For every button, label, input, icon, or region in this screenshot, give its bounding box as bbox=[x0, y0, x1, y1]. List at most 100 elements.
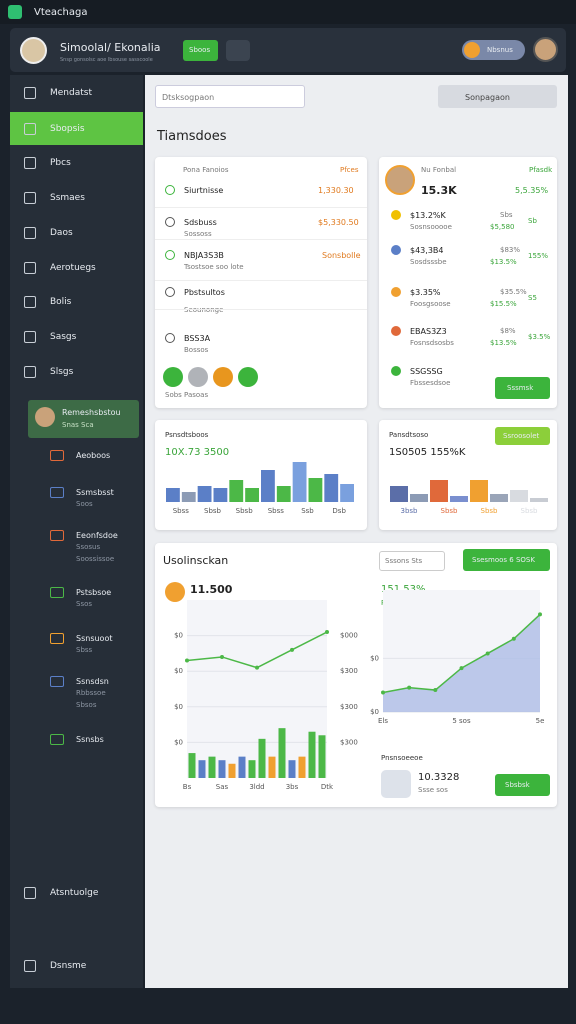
pill-label[interactable]: Nbsnus bbox=[487, 46, 513, 54]
profile-sub: Snas Sca bbox=[62, 421, 94, 429]
row-value: $5,330.50 bbox=[318, 218, 359, 227]
row-icon bbox=[391, 210, 401, 220]
app-subtitle: Snsp gonsolsc aoe lbsouse sasscoole bbox=[60, 57, 153, 63]
chart-title: Psnsdtsboos bbox=[165, 431, 209, 439]
row-divider bbox=[155, 239, 367, 240]
nav-icon bbox=[24, 262, 36, 274]
row-icon bbox=[391, 326, 401, 336]
nav-bottom-item[interactable]: Atsntuolge bbox=[50, 888, 99, 898]
row-sub: Tsostsoe soo lote bbox=[184, 263, 244, 271]
select-box[interactable] bbox=[438, 85, 557, 108]
window-title: Vteachaga bbox=[34, 7, 88, 18]
row-label: Sdsbuss bbox=[184, 218, 217, 227]
row-icon bbox=[165, 217, 175, 227]
row-divider bbox=[155, 309, 367, 310]
row-label: EBAS3Z3 bbox=[410, 327, 447, 336]
card-change: 5,5.35% bbox=[515, 186, 549, 195]
sub-icon bbox=[50, 450, 64, 461]
row-sub: Bossos bbox=[184, 346, 209, 354]
nav-icon bbox=[24, 366, 36, 378]
row-label: Pbstsultos bbox=[184, 288, 225, 297]
sub-icon bbox=[50, 633, 64, 644]
button-label[interactable]: Sssmsk bbox=[507, 384, 534, 392]
sub-icon bbox=[50, 587, 64, 598]
card-right-button[interactable] bbox=[495, 377, 550, 399]
header-button-label[interactable]: Sboos bbox=[189, 46, 211, 54]
nav-item[interactable]: Ssmaes bbox=[50, 193, 85, 203]
row-label: $43,3B4 bbox=[410, 246, 444, 255]
search-placeholder: Dtsksogpaon bbox=[162, 93, 215, 102]
chart-title: Usolinsckan bbox=[163, 554, 229, 567]
row-label: Siurtnisse bbox=[184, 186, 224, 195]
color-dot bbox=[238, 367, 258, 387]
nav-icon bbox=[24, 227, 36, 239]
row-label: NBJA3S3B bbox=[184, 251, 224, 260]
sub-item[interactable]: Eeonfsdoe bbox=[76, 531, 118, 540]
row-value: Sonsbolle bbox=[322, 251, 361, 260]
chart-button[interactable] bbox=[463, 549, 550, 571]
sub-icon bbox=[50, 487, 64, 498]
card-header-right: Pfasdk bbox=[529, 166, 553, 174]
chart-button[interactable] bbox=[495, 427, 550, 445]
footer-icon bbox=[381, 770, 411, 798]
button-label[interactable]: Ssesmoos 6 SOSK bbox=[472, 556, 535, 564]
chart-sub: Pesssoe-sosss bbox=[381, 599, 431, 607]
sub-item[interactable]: Ssnsbs bbox=[76, 735, 104, 744]
select-label[interactable]: Sssons Sts bbox=[385, 557, 423, 565]
sub-item[interactable]: Ssmsbsst bbox=[76, 488, 114, 497]
sub-item[interactable]: Ssnsuoot bbox=[76, 634, 113, 643]
nav-icon bbox=[24, 123, 36, 135]
nav-bottom-item[interactable]: Dsnsme bbox=[50, 961, 87, 971]
chart-value: 11.500 bbox=[190, 583, 233, 596]
nav-icon bbox=[24, 87, 36, 99]
nav-icon bbox=[24, 331, 36, 343]
nav-item[interactable]: Sasgs bbox=[50, 332, 77, 342]
search-box[interactable] bbox=[155, 85, 305, 108]
nav-item[interactable]: Aerotuegs bbox=[50, 263, 96, 273]
footer-button[interactable] bbox=[495, 774, 550, 796]
sub-item-detail: Soos bbox=[76, 500, 93, 508]
sub-icon bbox=[50, 676, 64, 687]
app-icon bbox=[8, 5, 22, 19]
user-avatar bbox=[533, 37, 558, 62]
nav-item[interactable]: Daos bbox=[50, 228, 73, 238]
row-sub: Sossoss bbox=[184, 230, 212, 238]
row-value: 1,330.30 bbox=[318, 186, 354, 195]
row-icon bbox=[165, 333, 175, 343]
card-avatar bbox=[385, 165, 415, 195]
nav-item[interactable]: Bolis bbox=[50, 297, 72, 307]
nav-icon bbox=[24, 887, 36, 899]
row-sub: Sosdsssbe bbox=[410, 258, 447, 266]
sub-item[interactable]: Ssnsdsn bbox=[76, 677, 109, 686]
sub-item-detail: Ssos bbox=[76, 600, 93, 608]
row-value: $8% bbox=[500, 327, 516, 335]
row-value: 155% bbox=[528, 252, 549, 260]
row-value: $35.5% bbox=[500, 288, 527, 296]
sub-item[interactable]: Aeoboos bbox=[76, 451, 111, 460]
nav-item[interactable]: Mendatst bbox=[50, 88, 92, 98]
sub-item[interactable]: Pstsbsoe bbox=[76, 588, 112, 597]
nav-item[interactable]: Pbcs bbox=[50, 158, 71, 168]
chart-title: Pansdtsoso bbox=[389, 431, 429, 439]
chart-value: 10X.73 3500 bbox=[165, 447, 230, 458]
row-sub: Sosnsooooe bbox=[410, 223, 452, 231]
row-value: $13.5% bbox=[490, 339, 517, 347]
row-icon bbox=[391, 287, 401, 297]
button-label[interactable]: Sbsbsk bbox=[505, 781, 530, 789]
card-header: Nu Fonbal bbox=[421, 166, 457, 174]
chart-select[interactable] bbox=[379, 551, 445, 571]
header-button[interactable] bbox=[183, 40, 218, 61]
sub-item-extra: Sbsos bbox=[76, 701, 97, 709]
card-header-right: Pfces bbox=[340, 166, 359, 174]
row-icon bbox=[391, 366, 401, 376]
app-name: Simoolal/ Ekonalia bbox=[60, 41, 161, 54]
pill-icon bbox=[464, 42, 480, 58]
sub-item-detail: Ssosus bbox=[76, 543, 101, 551]
profile-avatar bbox=[35, 407, 55, 427]
search-button[interactable] bbox=[226, 40, 250, 61]
nav-item[interactable]: Slsgs bbox=[50, 367, 74, 377]
row-value: S5 bbox=[528, 294, 537, 302]
nav-item[interactable]: Sbopsis bbox=[50, 124, 85, 134]
chart-button-label[interactable]: Ssroosolet bbox=[503, 432, 540, 440]
footer-value: 10.3328 bbox=[418, 772, 460, 783]
